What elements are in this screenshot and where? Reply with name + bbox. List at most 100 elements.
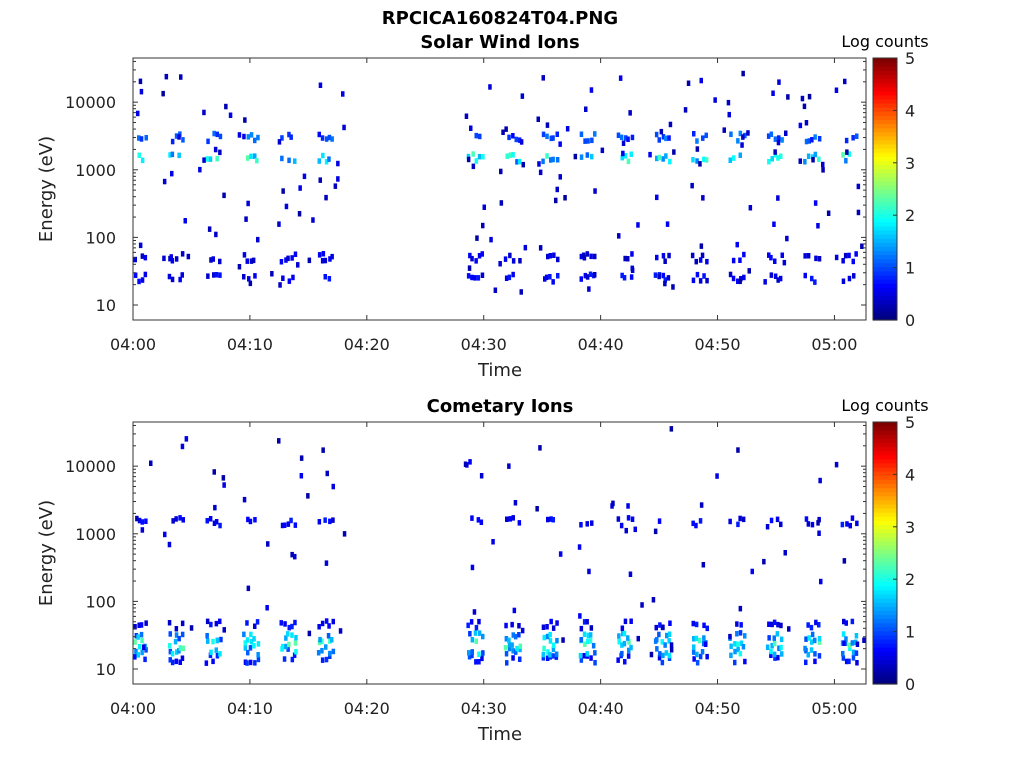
heatmap-cell	[616, 516, 621, 522]
heatmap-cell	[667, 135, 671, 141]
heatmap-cell	[211, 658, 215, 665]
heatmap-cell	[782, 259, 787, 266]
heatmap-cell	[222, 482, 226, 488]
heatmap-cell	[731, 275, 736, 282]
heatmap-cell	[819, 578, 823, 585]
heatmap-cell	[844, 158, 848, 164]
heatmap-cell	[519, 139, 524, 145]
heatmap-cell	[661, 253, 666, 259]
x-tick-label: 04:00	[110, 699, 156, 718]
heatmap-cell	[702, 622, 706, 629]
heatmap-cell	[468, 631, 472, 637]
heatmap-cell	[317, 519, 322, 525]
heatmap-cell	[661, 624, 665, 631]
heatmap-cell	[266, 541, 270, 547]
heatmap-cell	[620, 625, 625, 631]
heatmap-cell	[804, 636, 808, 642]
heatmap-cell	[535, 506, 539, 512]
heatmap-cell	[208, 156, 213, 162]
heatmap-cell	[481, 154, 485, 160]
heatmap-cell	[501, 129, 505, 135]
heatmap-cell	[173, 638, 178, 645]
heatmap-cell	[841, 258, 845, 264]
heatmap-cell	[331, 483, 335, 490]
colorbar-segment	[873, 279, 897, 284]
heatmap-cell	[626, 136, 630, 142]
heatmap-cell	[841, 650, 845, 657]
y-tick-label: 10	[96, 296, 116, 315]
heatmap-cell	[218, 258, 222, 265]
heatmap-cell	[306, 493, 310, 499]
heatmap-cell	[320, 638, 324, 644]
heatmap-cell	[538, 245, 543, 251]
heatmap-cell	[850, 640, 855, 646]
heatmap-cell	[189, 625, 194, 631]
heatmap-cell	[807, 635, 811, 641]
heatmap-cell	[695, 660, 700, 666]
heatmap-cell	[728, 271, 733, 278]
heatmap-cell	[695, 271, 700, 278]
heatmap-cell	[177, 635, 181, 642]
heatmap-cell	[140, 157, 145, 164]
heatmap-cell	[593, 253, 597, 260]
y-tick-label: 1000	[75, 525, 116, 544]
heatmap-cell	[555, 637, 559, 644]
heatmap-cell	[747, 268, 751, 274]
heatmap-cell	[517, 158, 522, 165]
heatmap-cell	[206, 273, 210, 279]
heatmap-cell	[548, 638, 553, 644]
heatmap-cell	[621, 150, 625, 157]
heatmap-cell	[515, 645, 519, 652]
y-tick-label: 1000	[75, 161, 116, 180]
colorbar-segment	[873, 520, 897, 525]
y-axis-cometary: 10 100 1000 10000	[65, 424, 866, 679]
heatmap-cell	[256, 652, 260, 658]
heatmap-cell	[215, 155, 219, 162]
heatmap-cell	[817, 653, 822, 659]
heatmap-cell	[218, 522, 222, 529]
heatmap-cell	[198, 166, 202, 173]
heatmap-cell	[174, 256, 179, 262]
heatmap-cell	[738, 630, 743, 636]
heatmap-cell	[174, 133, 179, 139]
heatmap-cell	[543, 276, 547, 282]
heatmap-cell	[320, 657, 325, 663]
heatmap-cell	[555, 131, 559, 137]
heatmap-cell	[468, 252, 472, 259]
heatmap-cell	[813, 151, 818, 158]
heatmap-cell	[140, 527, 145, 533]
heatmap-cell	[776, 139, 781, 146]
heatmap-cell	[290, 551, 294, 558]
heatmap-cell	[551, 135, 555, 141]
heatmap-cell	[212, 272, 216, 278]
heatmap-cell	[168, 648, 173, 655]
heatmap-cell	[511, 258, 516, 264]
heatmap-cell	[777, 135, 781, 141]
heatmap-cell	[286, 521, 291, 527]
heatmap-cell	[302, 173, 307, 180]
heatmap-cell	[705, 625, 709, 632]
heatmap-cell	[242, 631, 246, 638]
colorbar-tick-label: 5	[905, 413, 915, 432]
heatmap-cell	[664, 153, 668, 159]
heatmap-cell	[785, 235, 789, 242]
heatmap-cell	[541, 655, 546, 661]
heatmap-cell	[469, 125, 473, 131]
heatmap-cell	[817, 156, 821, 162]
colorbar-segment	[873, 115, 897, 120]
colorbar-segment	[873, 610, 897, 615]
heatmap-cell	[661, 652, 665, 659]
heatmap-cell	[806, 521, 811, 527]
heatmap-cell	[630, 134, 635, 141]
heatmap-cell	[736, 278, 740, 284]
heatmap-cell	[845, 521, 849, 527]
heatmap-cell	[290, 623, 294, 630]
heatmap-cell	[237, 264, 242, 270]
heatmap-cell	[844, 137, 849, 144]
heatmap-cell	[208, 652, 213, 658]
heatmap-cell	[181, 517, 185, 523]
heatmap-cell	[694, 635, 699, 642]
heatmap-cell	[140, 637, 144, 644]
heatmap-cell	[294, 634, 298, 641]
heatmap-cell	[590, 137, 594, 144]
